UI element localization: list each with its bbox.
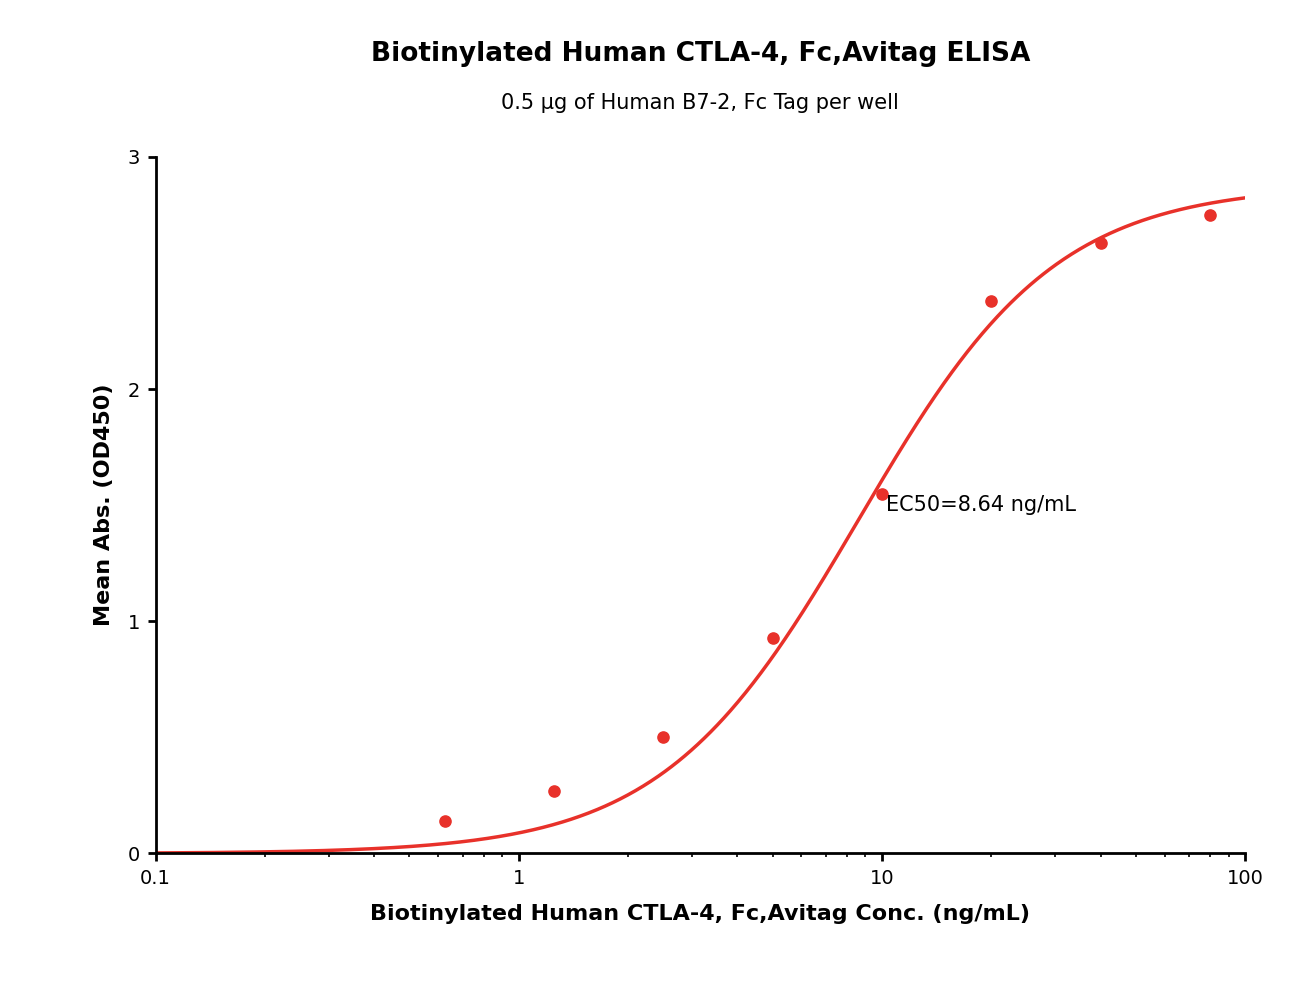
Point: [981, 293, 1001, 309]
Point: [652, 730, 673, 746]
Point: [872, 486, 892, 501]
Text: 0.5 μg of Human B7-2, Fc Tag per well: 0.5 μg of Human B7-2, Fc Tag per well: [502, 93, 899, 113]
Y-axis label: Mean Abs. (OD450): Mean Abs. (OD450): [95, 384, 114, 627]
Point: [434, 813, 455, 829]
Point: [1091, 235, 1112, 251]
Text: Biotinylated Human CTLA-4, Fc,Avitag ELISA: Biotinylated Human CTLA-4, Fc,Avitag ELI…: [371, 41, 1030, 67]
Point: [1200, 207, 1220, 223]
Text: EC50=8.64 ng/mL: EC50=8.64 ng/mL: [886, 495, 1075, 515]
Point: [543, 783, 564, 799]
X-axis label: Biotinylated Human CTLA-4, Fc,Avitag Conc. (ng/mL): Biotinylated Human CTLA-4, Fc,Avitag Con…: [371, 904, 1030, 924]
Point: [763, 630, 783, 645]
